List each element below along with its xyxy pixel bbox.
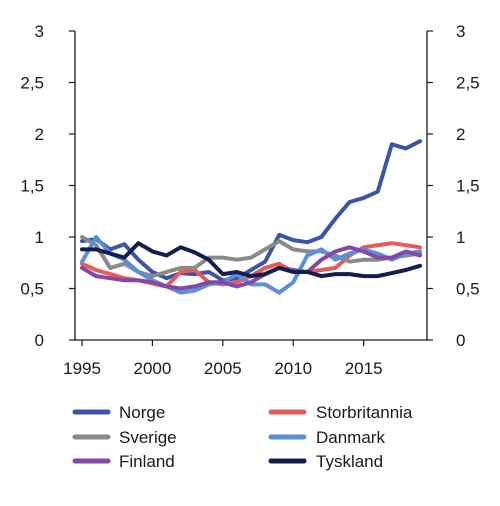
tick-marks: [69, 30, 433, 346]
x-tick-label: 2000: [134, 359, 172, 378]
legend-label-danmark: Danmark: [316, 428, 385, 447]
x-tick-label: 1995: [63, 359, 101, 378]
legend-label-sverige: Sverige: [119, 428, 177, 447]
y-tick-label-right: 0: [456, 331, 465, 350]
y-tick-label-left: 0: [35, 331, 44, 350]
y-tick-label-right: 2,5: [456, 74, 480, 93]
x-tick-label: 2015: [345, 359, 383, 378]
y-tick-label-right: 0,5: [456, 280, 480, 299]
y-tick-label-left: 2,5: [20, 74, 44, 93]
x-tick-label: 2010: [274, 359, 312, 378]
y-tick-label-right: 1: [456, 228, 465, 247]
tick-labels: 0 0 0,5 0,5 1 1 1,5 1,5 2 2 2,5 2,5 3 3 1995 2000 2005 20…: [20, 22, 479, 378]
chart-legend: Norge Storbritannia Sverige Danmark Finland T…: [72, 403, 413, 471]
series-line-norge: [80, 139, 422, 283]
chart-axes: [74, 31, 428, 341]
y-tick-label-left: 3: [35, 22, 44, 41]
y-tick-label-left: 2: [35, 125, 44, 144]
legend-label-tyskland: Tyskland: [316, 452, 383, 471]
series-line-tyskland: [80, 241, 422, 279]
y-tick-label-left: 1,5: [20, 177, 44, 196]
series-lines: [80, 139, 422, 295]
legend-label-storbritannia: Storbritannia: [316, 403, 413, 422]
y-tick-label-left: 0,5: [20, 280, 44, 299]
x-tick-label: 2005: [204, 359, 242, 378]
y-tick-label-right: 3: [456, 22, 465, 41]
series-line-finland: [80, 245, 422, 291]
y-tick-label-right: 2: [456, 125, 465, 144]
y-tick-label-right: 1,5: [456, 177, 480, 196]
legend-label-norge: Norge: [119, 403, 165, 422]
y-tick-label-left: 1: [35, 228, 44, 247]
legend-label-finland: Finland: [119, 452, 175, 471]
